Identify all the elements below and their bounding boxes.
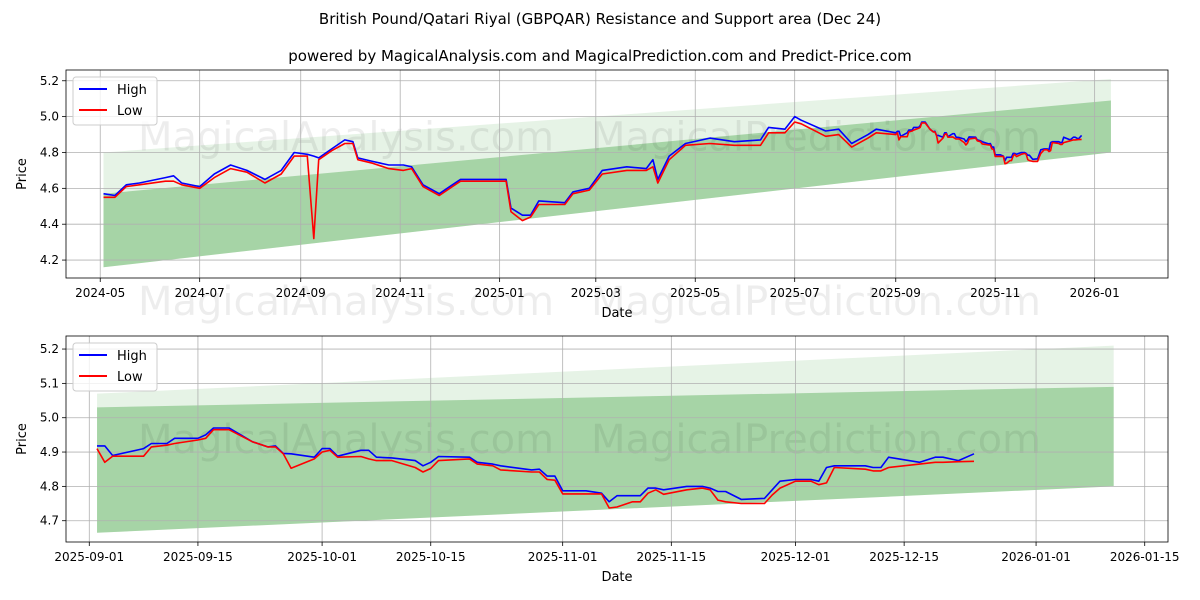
legend-label-low: Low — [117, 370, 143, 385]
watermark: MagicalAnalysis.com — [138, 417, 554, 463]
x-tick-label: 2025-09-15 — [163, 550, 233, 564]
legend-label-high: High — [117, 349, 147, 364]
x-tick-label: 2025-12-01 — [761, 550, 831, 564]
low-series-line — [103, 121, 1082, 240]
watermark: MagicalPrediction.com — [591, 279, 1041, 325]
x-tick-label: 2025-12-15 — [869, 550, 939, 564]
x-tick-label: 2024-11 — [375, 286, 425, 300]
x-tick-label: 2026-01 — [1070, 286, 1120, 300]
x-tick-label: 2024-09 — [276, 286, 326, 300]
low-series-line — [96, 428, 975, 509]
y-tick-label: 5.2 — [40, 342, 59, 356]
y-tick-label: 5.0 — [40, 411, 59, 425]
axes-frame — [65, 69, 1169, 279]
watermark: MagicalPrediction.com — [591, 417, 1041, 463]
y-tick-label: 4.2 — [40, 253, 59, 267]
support-resistance-band-2 — [97, 386, 1114, 533]
y-axis-label: Price — [15, 423, 30, 455]
chart-title: British Pound/Qatari Riyal (GBPQAR) Resi… — [318, 10, 882, 28]
watermark: MagicalAnalysis.com — [138, 115, 554, 161]
y-tick-label: 4.7 — [40, 514, 59, 528]
x-tick-label: 2024-05 — [75, 286, 125, 300]
chart-subtitle: powered by MagicalAnalysis.com and Magic… — [288, 47, 912, 65]
support-resistance-band-1 — [97, 345, 1114, 533]
x-tick-label: 2025-10-01 — [287, 550, 357, 564]
x-tick-label: 2025-10-15 — [396, 550, 466, 564]
x-tick-label: 2024-07 — [175, 286, 225, 300]
y-tick-label: 4.8 — [40, 145, 59, 159]
y-tick-label: 5.0 — [40, 110, 59, 124]
watermark: MagicalPrediction.com — [591, 115, 1041, 161]
axes-frame — [65, 335, 1169, 543]
watermark: MagicalAnalysis.com — [138, 279, 554, 325]
y-tick-label: 4.8 — [40, 479, 59, 493]
chart-panel-2: MagicalAnalysis.com MagicalPrediction.com… — [15, 335, 1180, 585]
legend: High Low — [72, 76, 158, 126]
legend: High Low — [72, 342, 158, 392]
x-tick-label: 2025-05 — [670, 286, 720, 300]
legend-label-low: Low — [117, 104, 143, 119]
legend-label-high: High — [117, 83, 147, 98]
x-tick-label: 2025-11-15 — [636, 550, 706, 564]
x-tick-label: 2025-09 — [871, 286, 921, 300]
x-tick-label: 2025-09-01 — [54, 550, 124, 564]
y-tick-label: 5.1 — [40, 376, 59, 390]
x-axis-label: Date — [601, 306, 632, 321]
x-tick-label: 2026-01-01 — [1001, 550, 1071, 564]
x-tick-label: 2025-11-01 — [528, 550, 598, 564]
x-tick-label: 2025-11 — [970, 286, 1020, 300]
high-series-line — [103, 115, 1083, 216]
x-tick-label: 2026-01-15 — [1110, 550, 1180, 564]
x-axis-label: Date — [601, 570, 632, 585]
x-tick-label: 2025-01 — [475, 286, 525, 300]
y-axis-label: Price — [15, 158, 30, 190]
y-tick-label: 4.6 — [40, 181, 59, 195]
x-tick-label: 2025-03 — [571, 286, 621, 300]
y-tick-label: 5.2 — [40, 74, 59, 88]
chart-panel-1: MagicalAnalysis.com MagicalPrediction.com… — [15, 69, 1169, 325]
y-tick-label: 4.9 — [40, 445, 59, 459]
y-tick-label: 4.4 — [40, 217, 59, 231]
x-tick-label: 2025-07 — [770, 286, 820, 300]
